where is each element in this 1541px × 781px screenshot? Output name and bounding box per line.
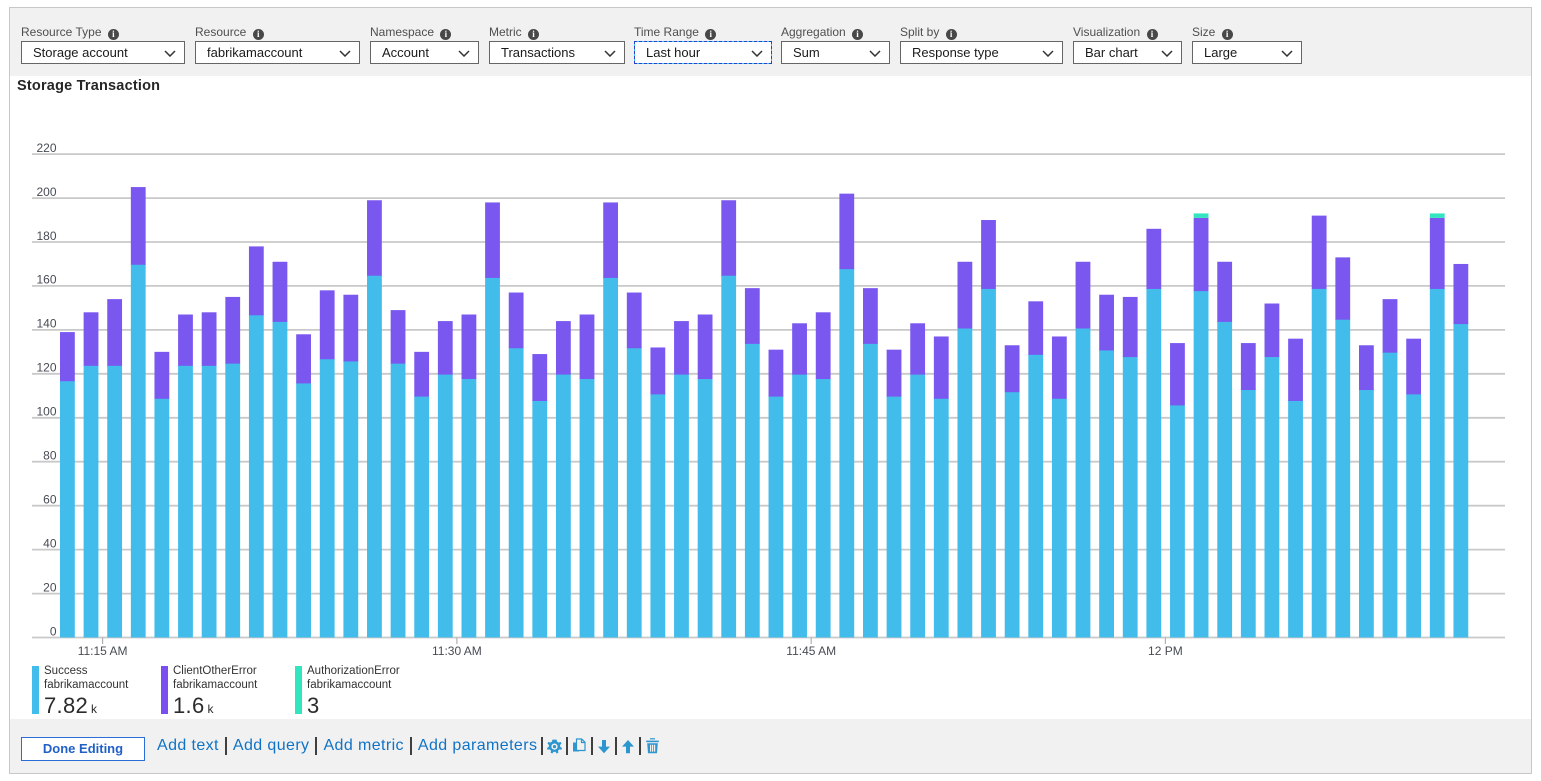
svg-text:100: 100 <box>36 405 56 419</box>
svg-text:120: 120 <box>36 361 56 375</box>
svg-text:160: 160 <box>36 273 56 287</box>
svg-text:60: 60 <box>43 493 57 507</box>
svg-text:11:15 AM: 11:15 AM <box>78 644 128 658</box>
svg-text:11:45 AM: 11:45 AM <box>786 644 836 658</box>
svg-text:200: 200 <box>36 185 56 199</box>
svg-text:11:30 AM: 11:30 AM <box>432 644 482 658</box>
svg-text:140: 140 <box>36 317 56 331</box>
svg-text:180: 180 <box>36 229 56 243</box>
svg-text:220: 220 <box>36 141 56 155</box>
svg-text:12 PM: 12 PM <box>1148 644 1183 658</box>
svg-text:80: 80 <box>43 449 57 463</box>
svg-text:20: 20 <box>43 580 57 594</box>
svg-text:40: 40 <box>43 536 57 550</box>
svg-text:0: 0 <box>50 624 57 638</box>
